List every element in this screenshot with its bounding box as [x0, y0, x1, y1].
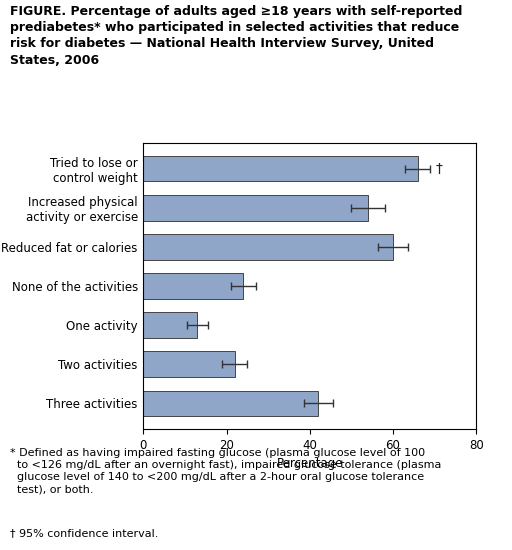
Text: FIGURE. Percentage of adults aged ≥18 years with self-reported
prediabetes* who : FIGURE. Percentage of adults aged ≥18 ye…: [10, 6, 463, 67]
Bar: [143, 195, 368, 221]
Bar: [143, 390, 318, 416]
Text: † 95% confidence interval.: † 95% confidence interval.: [10, 528, 159, 538]
Bar: [143, 234, 393, 260]
X-axis label: Percentage: Percentage: [276, 457, 343, 470]
Bar: [143, 312, 198, 338]
Bar: [143, 273, 243, 299]
Text: * Defined as having impaired fasting glucose (plasma glucose level of 100
  to <: * Defined as having impaired fasting glu…: [10, 448, 442, 494]
Bar: [143, 156, 418, 182]
Text: †: †: [435, 162, 442, 175]
Bar: [143, 351, 235, 377]
